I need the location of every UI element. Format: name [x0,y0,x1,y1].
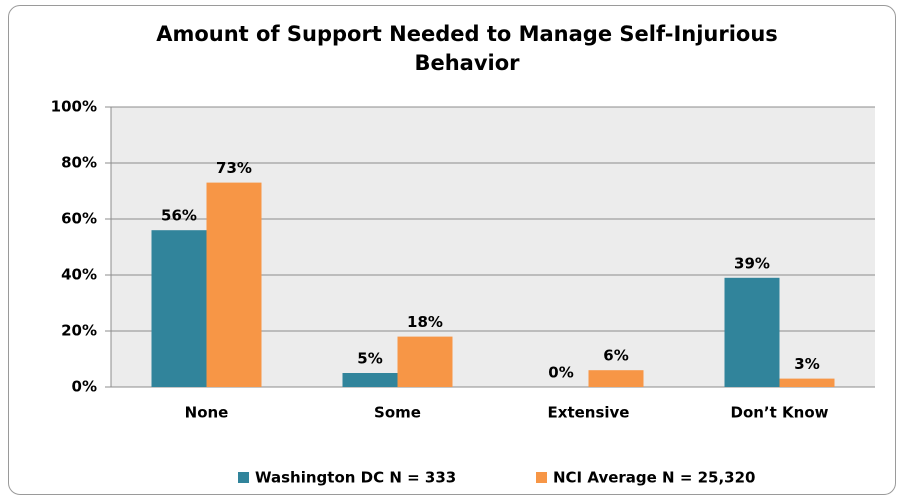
value-label: 5% [357,350,382,368]
value-label: 3% [794,355,819,373]
bar [151,230,207,387]
value-label: 39% [734,254,770,272]
bar [342,373,398,387]
x-tick-label: Don’t Know [731,404,829,422]
y-tick-label: 60% [61,210,97,228]
legend-label: NCI Average N = 25,320 [553,469,756,487]
value-label: 0% [548,364,573,382]
x-tick-label: Extensive [548,404,630,422]
chart-title: Amount of Support Needed to Manage Self-… [156,22,778,75]
legend-label: Washington DC N = 333 [255,469,456,487]
y-tick-label: 20% [61,322,97,340]
x-tick-label: Some [374,404,421,422]
y-tick-label: 100% [51,98,97,116]
value-label: 56% [161,207,197,225]
bar [779,378,835,387]
bar [397,336,453,387]
bar [724,277,780,387]
x-tick-label: None [185,404,229,422]
value-label: 6% [603,347,628,365]
y-tick-label: 0% [72,378,97,396]
legend-swatch [536,472,547,483]
y-tick-label: 40% [61,266,97,284]
value-label: 18% [407,313,443,331]
bar [206,182,262,387]
y-tick-label: 80% [61,154,97,172]
value-label: 73% [216,159,252,177]
legend-swatch [238,472,249,483]
chart-frame [8,5,896,495]
bar [588,370,644,387]
